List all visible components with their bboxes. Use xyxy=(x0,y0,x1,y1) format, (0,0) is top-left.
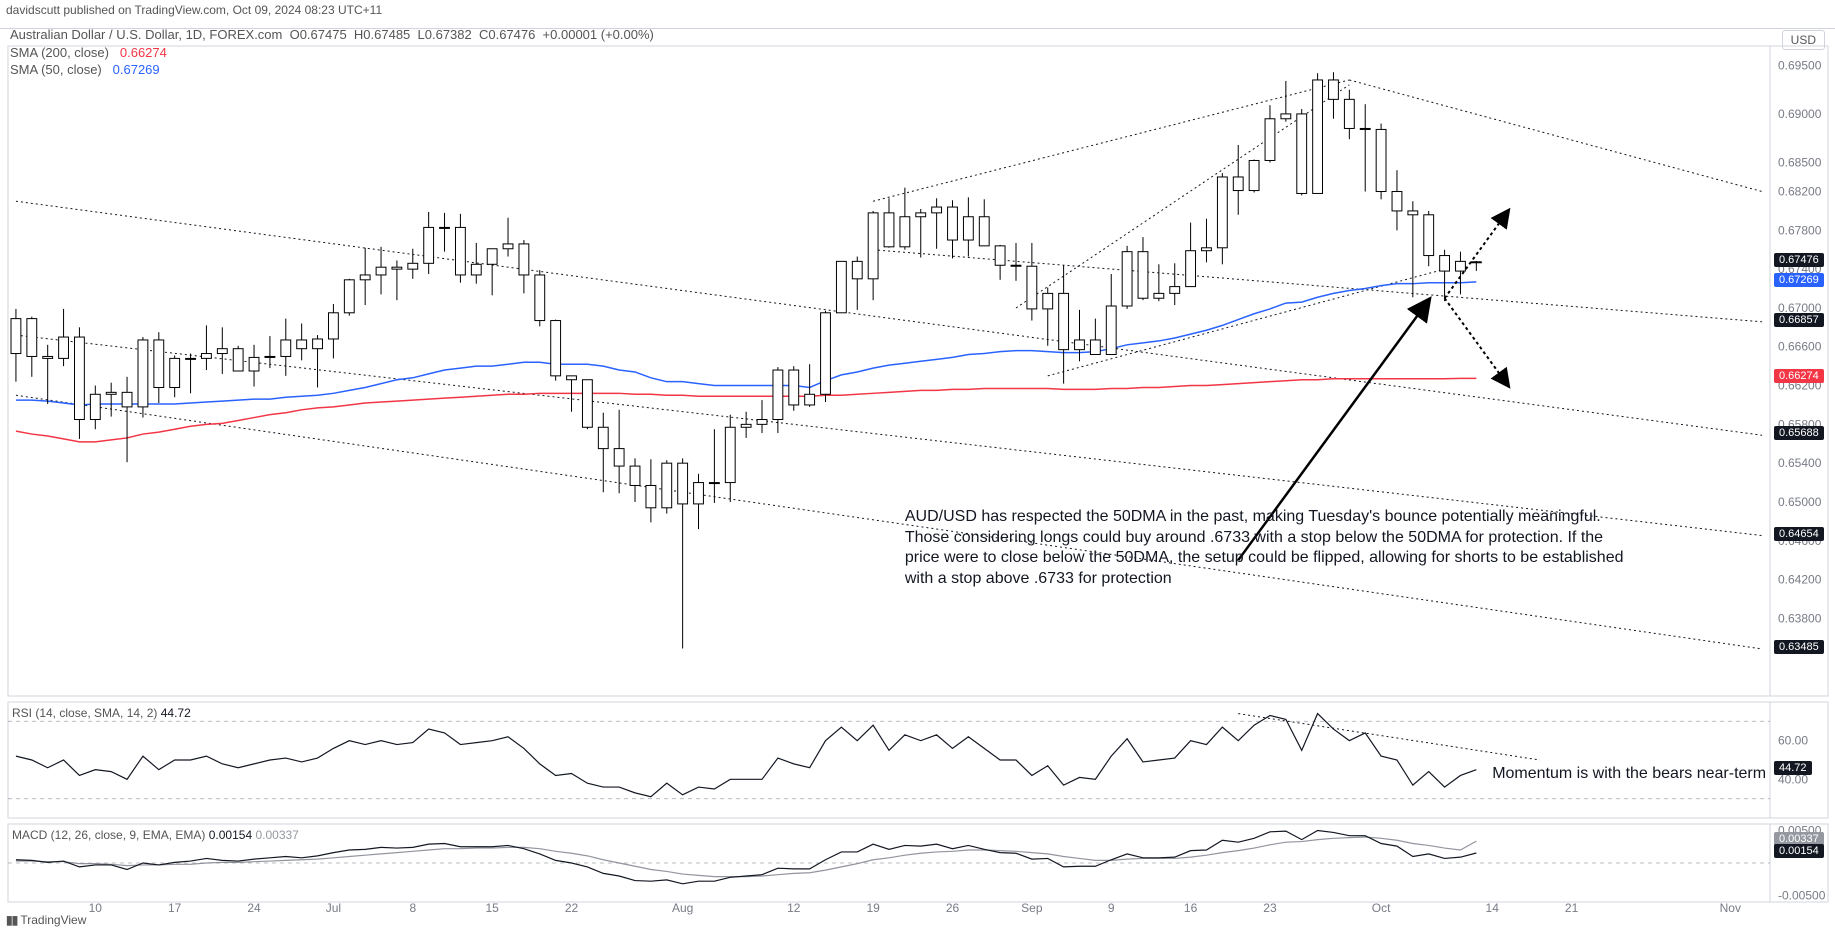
svg-text:0.65000: 0.65000 xyxy=(1778,495,1822,509)
price-marker: 0.66274 xyxy=(1774,369,1824,383)
footer-brand: ▮▮ TradingView xyxy=(6,913,86,927)
svg-text:10: 10 xyxy=(89,901,103,915)
svg-text:21: 21 xyxy=(1565,901,1579,915)
svg-text:60.00: 60.00 xyxy=(1778,734,1808,748)
svg-text:0.65400: 0.65400 xyxy=(1778,456,1822,470)
publish-header: davidscutt published on TradingView.com,… xyxy=(0,0,1835,29)
svg-text:0.69500: 0.69500 xyxy=(1778,58,1822,72)
svg-text:16: 16 xyxy=(1184,901,1198,915)
svg-text:0.66600: 0.66600 xyxy=(1778,340,1822,354)
chart-root: davidscutt published on TradingView.com,… xyxy=(0,0,1835,931)
price-marker: 0.67476 xyxy=(1774,253,1824,267)
svg-text:0.68500: 0.68500 xyxy=(1778,155,1822,169)
svg-text:0.64200: 0.64200 xyxy=(1778,573,1822,587)
svg-text:23: 23 xyxy=(1263,901,1277,915)
sma200-value: 0.66274 xyxy=(120,45,167,60)
price-marker: 0.66857 xyxy=(1774,313,1824,327)
tv-logo-icon: ▮▮ xyxy=(6,913,17,927)
price-marker: 44.72 xyxy=(1774,761,1812,775)
price-marker: 0.00154 xyxy=(1774,844,1824,858)
svg-text:Nov: Nov xyxy=(1720,901,1741,915)
svg-text:0.63800: 0.63800 xyxy=(1778,611,1822,625)
price-marker: 0.63485 xyxy=(1774,640,1824,654)
macd-legend: MACD (12, 26, close, 9, EMA, EMA) 0.0015… xyxy=(12,828,299,842)
price-marker: 0.67269 xyxy=(1774,273,1824,287)
publish-text: davidscutt published on TradingView.com,… xyxy=(6,3,382,17)
svg-text:0.67800: 0.67800 xyxy=(1778,223,1822,237)
price-marker: 0.64654 xyxy=(1774,527,1824,541)
svg-text:0.69000: 0.69000 xyxy=(1778,107,1822,121)
svg-text:24: 24 xyxy=(247,901,261,915)
svg-text:9: 9 xyxy=(1108,901,1115,915)
sma50-value: 0.67269 xyxy=(113,62,160,77)
annotation-momentum: Momentum is with the bears near-term xyxy=(1492,764,1766,785)
svg-text:8: 8 xyxy=(409,901,416,915)
svg-text:Oct: Oct xyxy=(1372,901,1391,915)
svg-text:15: 15 xyxy=(485,901,499,915)
symbol-line: Australian Dollar / U.S. Dollar, 1D, FOR… xyxy=(10,27,654,42)
svg-text:17: 17 xyxy=(168,901,182,915)
svg-text:12: 12 xyxy=(787,901,801,915)
svg-text:-0.00500: -0.00500 xyxy=(1778,889,1826,903)
svg-text:22: 22 xyxy=(565,901,579,915)
main-chart-svg[interactable]: 0.638000.642000.646000.650000.654000.658… xyxy=(0,0,1835,931)
sma200-label: SMA (200, close) xyxy=(10,45,109,60)
rsi-legend: RSI (14, close, SMA, 14, 2) 44.72 xyxy=(12,706,191,720)
svg-text:Sep: Sep xyxy=(1021,901,1043,915)
price-marker: 0.65688 xyxy=(1774,426,1824,440)
svg-text:Jul: Jul xyxy=(326,901,341,915)
svg-text:14: 14 xyxy=(1486,901,1500,915)
svg-text:0.68200: 0.68200 xyxy=(1778,185,1822,199)
sma50-label: SMA (50, close) xyxy=(10,62,102,77)
svg-text:19: 19 xyxy=(866,901,880,915)
annotation-main: AUD/USD has respected the 50DMA in the p… xyxy=(905,507,1625,590)
svg-text:Aug: Aug xyxy=(672,901,693,915)
currency-tag[interactable]: USD xyxy=(1782,30,1825,50)
main-legend: Australian Dollar / U.S. Dollar, 1D, FOR… xyxy=(10,26,654,79)
svg-text:26: 26 xyxy=(946,901,960,915)
